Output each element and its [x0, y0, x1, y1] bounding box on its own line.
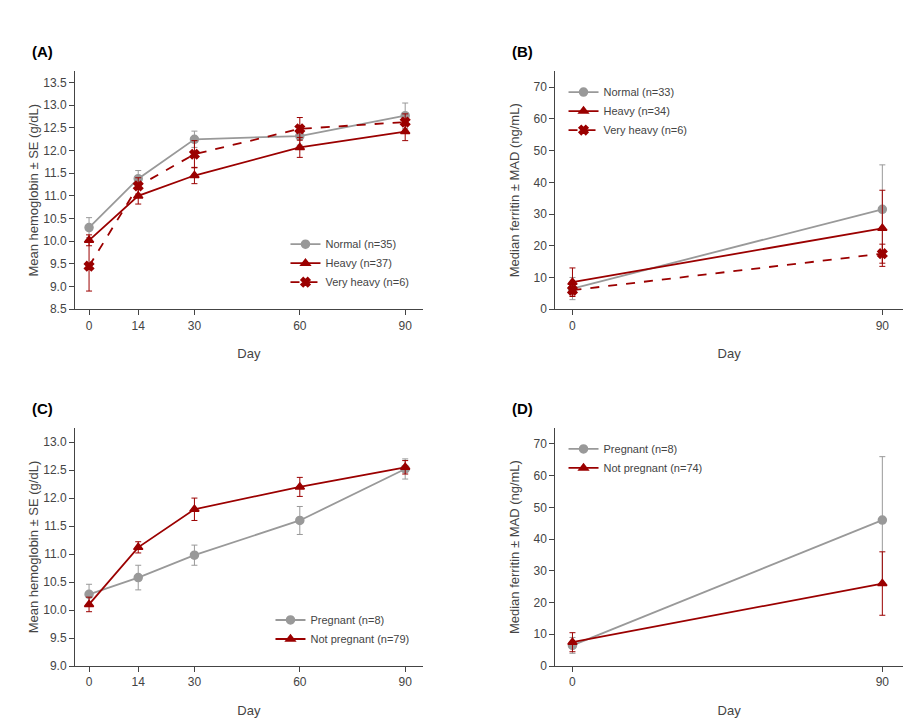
svg-text:14: 14 [132, 319, 146, 333]
svg-text:14: 14 [132, 675, 146, 689]
svg-text:60: 60 [533, 112, 547, 126]
svg-text:(A): (A) [32, 43, 53, 60]
svg-text:13.5: 13.5 [43, 76, 67, 90]
svg-text:Median ferritin ± MAD (ng/mL): Median ferritin ± MAD (ng/mL) [507, 103, 522, 277]
svg-text:8.5: 8.5 [50, 302, 67, 316]
svg-text:Very heavy (n=6): Very heavy (n=6) [325, 276, 408, 288]
svg-text:12.0: 12.0 [43, 144, 67, 158]
svg-text:Median ferritin ± MAD (ng/mL): Median ferritin ± MAD (ng/mL) [507, 460, 522, 634]
svg-text:Heavy (n=37): Heavy (n=37) [325, 257, 391, 269]
svg-text:(D): (D) [512, 400, 533, 417]
svg-text:90: 90 [876, 319, 890, 333]
svg-text:40: 40 [533, 176, 547, 190]
svg-text:9.0: 9.0 [50, 280, 67, 294]
svg-text:Day: Day [237, 346, 261, 361]
svg-text:9.5: 9.5 [50, 257, 67, 271]
svg-text:20: 20 [533, 596, 547, 610]
svg-text:Day: Day [237, 703, 261, 718]
svg-text:11.5: 11.5 [44, 519, 67, 533]
svg-text:30: 30 [188, 319, 202, 333]
svg-text:30: 30 [533, 564, 547, 578]
svg-text:20: 20 [533, 239, 547, 253]
svg-text:12.0: 12.0 [43, 491, 67, 505]
svg-text:0: 0 [86, 319, 93, 333]
svg-text:50: 50 [533, 144, 547, 158]
svg-text:10: 10 [533, 271, 547, 285]
svg-text:Mean hemoglobin ± SE (g/dL): Mean hemoglobin ± SE (g/dL) [26, 461, 41, 634]
svg-text:0: 0 [86, 675, 93, 689]
svg-text:11.5: 11.5 [44, 166, 67, 180]
svg-text:Not pregnant (n=79): Not pregnant (n=79) [310, 633, 409, 645]
svg-text:60: 60 [293, 675, 307, 689]
svg-text:10.0: 10.0 [43, 603, 67, 617]
svg-text:9.5: 9.5 [50, 631, 67, 645]
svg-text:(B): (B) [512, 43, 533, 60]
svg-text:Day: Day [718, 703, 742, 718]
svg-text:0: 0 [540, 659, 547, 673]
svg-text:Not pregnant (n=74): Not pregnant (n=74) [604, 462, 703, 474]
svg-text:13.0: 13.0 [43, 98, 67, 112]
svg-text:60: 60 [533, 469, 547, 483]
svg-text:10.5: 10.5 [43, 212, 67, 226]
svg-text:11.0: 11.0 [44, 189, 67, 203]
svg-text:12.5: 12.5 [43, 463, 67, 477]
svg-text:90: 90 [399, 319, 413, 333]
svg-text:Day: Day [718, 346, 742, 361]
svg-text:10.0: 10.0 [43, 234, 67, 248]
svg-text:Normal (n=35): Normal (n=35) [325, 238, 396, 250]
svg-text:70: 70 [533, 80, 547, 94]
svg-text:90: 90 [399, 675, 413, 689]
svg-text:13.0: 13.0 [43, 435, 67, 449]
svg-text:0: 0 [569, 675, 576, 689]
svg-text:Mean hemoglobin ± SE (g/dL): Mean hemoglobin ± SE (g/dL) [26, 104, 41, 277]
svg-text:12.5: 12.5 [43, 121, 67, 135]
svg-text:70: 70 [533, 437, 547, 451]
svg-text:Pregnant (n=8): Pregnant (n=8) [310, 614, 384, 626]
svg-text:0: 0 [540, 302, 547, 316]
svg-text:Pregnant (n=8): Pregnant (n=8) [604, 443, 678, 455]
svg-text:10.5: 10.5 [43, 575, 67, 589]
svg-text:10: 10 [533, 627, 547, 641]
svg-text:11.0: 11.0 [44, 547, 67, 561]
svg-text:60: 60 [293, 319, 307, 333]
svg-text:50: 50 [533, 501, 547, 515]
svg-text:40: 40 [533, 532, 547, 546]
svg-text:Heavy (n=34): Heavy (n=34) [604, 105, 670, 117]
svg-text:(C): (C) [32, 400, 53, 417]
svg-text:Normal (n=33): Normal (n=33) [604, 86, 675, 98]
svg-text:30: 30 [188, 675, 202, 689]
svg-text:9.0: 9.0 [50, 659, 67, 673]
svg-text:0: 0 [569, 319, 576, 333]
svg-text:30: 30 [533, 207, 547, 221]
svg-text:90: 90 [876, 675, 890, 689]
svg-text:Very heavy (n=6): Very heavy (n=6) [604, 124, 687, 136]
